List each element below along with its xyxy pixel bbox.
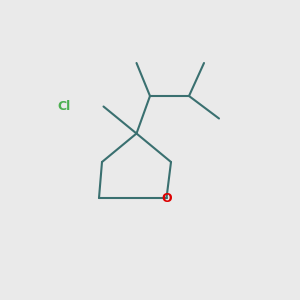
Text: O: O [161,191,172,205]
Text: Cl: Cl [58,100,71,113]
